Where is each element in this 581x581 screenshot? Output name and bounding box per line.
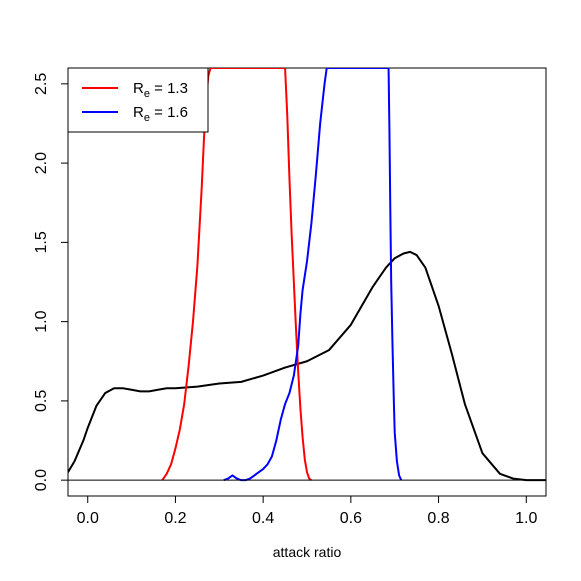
x-tick-label: 0.4 <box>252 510 274 527</box>
series-line-0 <box>68 250 546 482</box>
x-tick-label: 1.0 <box>515 510 537 527</box>
legend: Re = 1.3Re = 1.6 <box>67 67 209 133</box>
series-line-2 <box>223 68 403 482</box>
y-tick-label: 2.5 <box>33 73 50 95</box>
x-axis: 0.0 0.2 0.4 0.6 0.8 1.0 <box>77 495 537 527</box>
x-tick-label: 0.8 <box>427 510 449 527</box>
y-axis: 0.0 0.5 1.0 1.5 2.0 2.5 <box>33 73 69 491</box>
y-tick-label: 0.5 <box>33 390 50 412</box>
legend-box <box>67 67 209 133</box>
y-tick-label: 0.0 <box>33 469 50 491</box>
x-tick-label: 0.0 <box>77 510 99 527</box>
x-axis-title: attack ratio <box>273 544 342 560</box>
x-tick-label: 0.2 <box>164 510 186 527</box>
x-tick-label: 0.6 <box>340 510 362 527</box>
y-tick-label: 2.0 <box>33 152 50 174</box>
series-line-1 <box>161 68 312 481</box>
series-layer <box>68 68 546 482</box>
y-tick-label: 1.5 <box>33 231 50 253</box>
y-tick-label: 1.0 <box>33 310 50 332</box>
